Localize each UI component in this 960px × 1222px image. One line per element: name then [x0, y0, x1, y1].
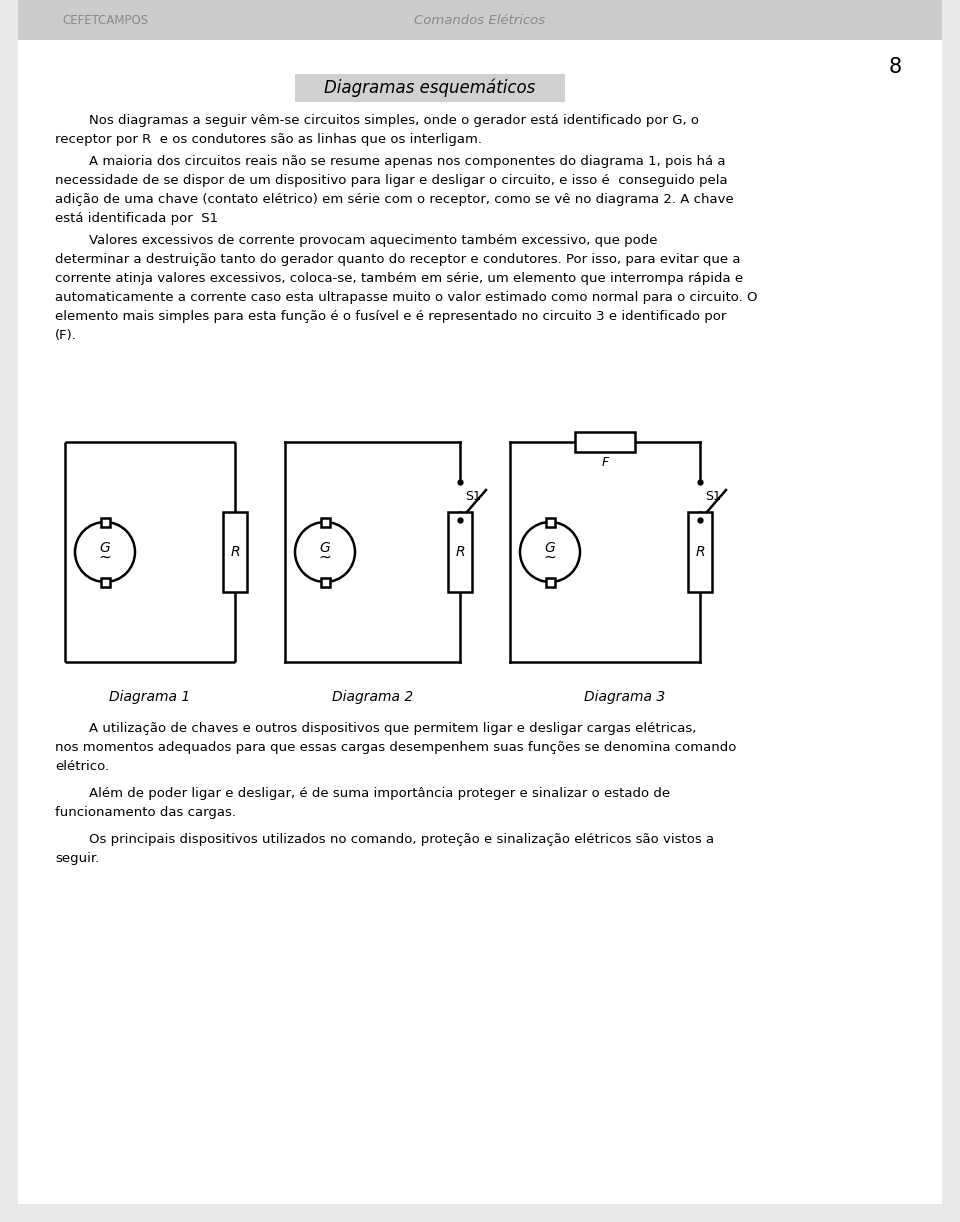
Text: A maioria dos circuitos reais não se resume apenas nos componentes do diagrama 1: A maioria dos circuitos reais não se res… — [55, 155, 726, 167]
Text: adição de uma chave (contato elétrico) em série com o receptor, como se vê no di: adição de uma chave (contato elétrico) e… — [55, 193, 733, 207]
Text: funcionamento das cargas.: funcionamento das cargas. — [55, 807, 236, 819]
Text: R: R — [230, 545, 240, 558]
Text: Diagrama 3: Diagrama 3 — [585, 690, 665, 704]
Bar — [321, 578, 329, 587]
Bar — [545, 578, 555, 587]
Text: G: G — [544, 541, 556, 555]
Bar — [545, 517, 555, 527]
Bar — [101, 578, 109, 587]
Text: S1: S1 — [465, 490, 481, 503]
Text: Além de poder ligar e desligar, é de suma importância proteger e sinalizar o est: Além de poder ligar e desligar, é de sum… — [55, 787, 670, 800]
Text: necessidade de se dispor de um dispositivo para ligar e desligar o circuito, e i: necessidade de se dispor de um dispositi… — [55, 174, 728, 187]
Bar — [18, 0, 942, 40]
Circle shape — [520, 522, 580, 582]
Text: (F).: (F). — [55, 329, 77, 342]
Bar — [295, 75, 565, 101]
Text: Comandos Elétricos: Comandos Elétricos — [415, 15, 545, 28]
Text: F: F — [601, 456, 609, 469]
Text: corrente atinja valores excessivos, coloca-se, também em série, um elemento que : corrente atinja valores excessivos, colo… — [55, 273, 743, 285]
Text: Os principais dispositivos utilizados no comando, proteção e sinalização elétric: Os principais dispositivos utilizados no… — [55, 833, 714, 846]
Circle shape — [75, 522, 135, 582]
Text: R: R — [695, 545, 705, 558]
Text: Diagramas esquemáticos: Diagramas esquemáticos — [324, 78, 536, 98]
Bar — [688, 512, 712, 591]
Text: A utilização de chaves e outros dispositivos que permitem ligar e desligar carga: A utilização de chaves e outros disposit… — [55, 722, 696, 734]
Text: S1: S1 — [705, 490, 721, 503]
Text: receptor por R  e os condutores são as linhas que os interligam.: receptor por R e os condutores são as li… — [55, 133, 482, 145]
Text: G: G — [320, 541, 330, 555]
Bar — [223, 512, 247, 591]
Text: Diagrama 2: Diagrama 2 — [332, 690, 413, 704]
Text: automaticamente a corrente caso esta ultrapasse muito o valor estimado como norm: automaticamente a corrente caso esta ult… — [55, 291, 757, 304]
Text: CEFETCAMPOS: CEFETCAMPOS — [62, 15, 148, 28]
Text: ~: ~ — [99, 550, 111, 565]
Text: Valores excessivos de corrente provocam aquecimento também excessivo, que pode: Valores excessivos de corrente provocam … — [55, 233, 658, 247]
Bar — [448, 512, 472, 591]
Text: G: G — [100, 541, 110, 555]
Text: ~: ~ — [543, 550, 557, 565]
Circle shape — [295, 522, 355, 582]
Bar — [101, 517, 109, 527]
Text: está identificada por  S1: está identificada por S1 — [55, 211, 218, 225]
Text: R: R — [455, 545, 465, 558]
Bar — [575, 433, 635, 452]
Text: determinar a destruição tanto do gerador quanto do receptor e condutores. Por is: determinar a destruição tanto do gerador… — [55, 253, 740, 266]
Text: elétrico.: elétrico. — [55, 760, 109, 774]
Text: Nos diagramas a seguir vêm-se circuitos simples, onde o gerador está identificad: Nos diagramas a seguir vêm-se circuitos … — [55, 114, 699, 127]
Text: elemento mais simples para esta função é o fusível e é representado no circuito : elemento mais simples para esta função é… — [55, 310, 727, 323]
Text: 8: 8 — [888, 57, 901, 77]
Bar — [321, 517, 329, 527]
Text: Diagrama 1: Diagrama 1 — [109, 690, 191, 704]
Text: ~: ~ — [319, 550, 331, 565]
Text: seguir.: seguir. — [55, 852, 99, 865]
Text: nos momentos adequados para que essas cargas desempenhem suas funções se denomin: nos momentos adequados para que essas ca… — [55, 741, 736, 754]
